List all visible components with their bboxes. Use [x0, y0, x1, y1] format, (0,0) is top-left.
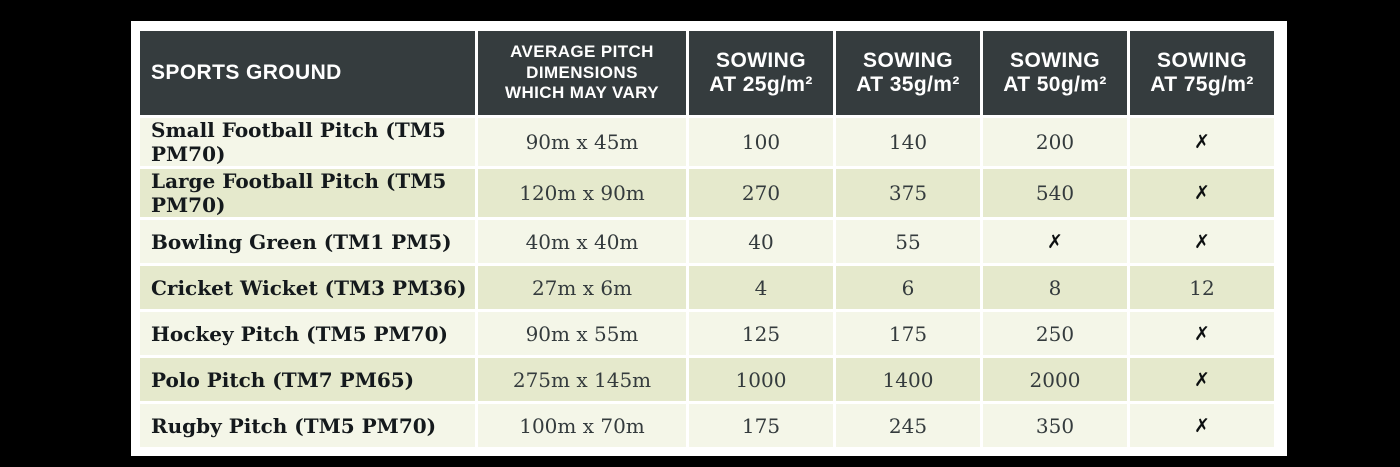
table-row: Bowling Green (TM1 PM5) 40m x 40m 40 55 …: [140, 220, 1274, 263]
cell-sowing-75: 12: [1130, 266, 1274, 309]
cell-dimensions: 100m x 70m: [478, 404, 686, 447]
cell-sowing-50: 200: [983, 118, 1127, 166]
cell-sowing-35: 375: [836, 169, 980, 217]
header-line: SOWING: [1010, 48, 1100, 72]
cell-sowing-50: 250: [983, 312, 1127, 355]
table-card: SPORTS GROUND AVERAGE PITCH DIMENSIONS W…: [131, 21, 1287, 456]
table-row: Rugby Pitch (TM5 PM70) 100m x 70m 175 24…: [140, 404, 1274, 447]
cell-ground: Bowling Green (TM1 PM5): [140, 220, 475, 263]
cell-dimensions: 90m x 45m: [478, 118, 686, 166]
cell-sowing-25: 270: [689, 169, 833, 217]
cell-sowing-75: ✗: [1130, 312, 1274, 355]
cell-dimensions: 275m x 145m: [478, 358, 686, 401]
cell-sowing-25: 1000: [689, 358, 833, 401]
cell-sowing-25: 40: [689, 220, 833, 263]
cell-sowing-50: 350: [983, 404, 1127, 447]
cell-dimensions: 27m x 6m: [478, 266, 686, 309]
cell-sowing-25: 125: [689, 312, 833, 355]
sowing-rates-table: SPORTS GROUND AVERAGE PITCH DIMENSIONS W…: [137, 28, 1277, 450]
cell-sowing-75: ✗: [1130, 358, 1274, 401]
header-sowing-35: SOWING AT 35g/m²: [836, 31, 980, 115]
header-sowing-50: SOWING AT 50g/m²: [983, 31, 1127, 115]
header-line: SOWING: [863, 48, 953, 72]
header-line: WHICH MAY VARY: [505, 83, 659, 103]
cell-ground: Rugby Pitch (TM5 PM70): [140, 404, 475, 447]
cell-sowing-35: 175: [836, 312, 980, 355]
cell-sowing-50: 540: [983, 169, 1127, 217]
cell-dimensions: 120m x 90m: [478, 169, 686, 217]
cell-sowing-75: ✗: [1130, 404, 1274, 447]
cell-ground: Polo Pitch (TM7 PM65): [140, 358, 475, 401]
cell-ground: Large Football Pitch (TM5 PM70): [140, 169, 475, 217]
cell-sowing-25: 100: [689, 118, 833, 166]
cell-dimensions: 40m x 40m: [478, 220, 686, 263]
cell-sowing-35: 55: [836, 220, 980, 263]
table-row: Polo Pitch (TM7 PM65) 275m x 145m 1000 1…: [140, 358, 1274, 401]
cell-ground: Hockey Pitch (TM5 PM70): [140, 312, 475, 355]
table-row: Large Football Pitch (TM5 PM70) 120m x 9…: [140, 169, 1274, 217]
cell-sowing-35: 1400: [836, 358, 980, 401]
header-row: SPORTS GROUND AVERAGE PITCH DIMENSIONS W…: [140, 31, 1274, 115]
table-row: Cricket Wicket (TM3 PM36) 27m x 6m 4 6 8…: [140, 266, 1274, 309]
header-sowing-75: SOWING AT 75g/m²: [1130, 31, 1274, 115]
table-header: SPORTS GROUND AVERAGE PITCH DIMENSIONS W…: [140, 31, 1274, 115]
table-body: Small Football Pitch (TM5 PM70) 90m x 45…: [140, 118, 1274, 447]
table-row: Hockey Pitch (TM5 PM70) 90m x 55m 125 17…: [140, 312, 1274, 355]
cell-sowing-35: 245: [836, 404, 980, 447]
header-pitch-dimensions: AVERAGE PITCH DIMENSIONS WHICH MAY VARY: [478, 31, 686, 115]
header-line: AT 35g/m²: [856, 73, 960, 96]
header-sowing-25: SOWING AT 25g/m²: [689, 31, 833, 115]
cell-sowing-75: ✗: [1130, 220, 1274, 263]
header-line: AVERAGE PITCH: [510, 41, 654, 61]
cell-sowing-25: 175: [689, 404, 833, 447]
cell-sowing-35: 6: [836, 266, 980, 309]
cell-sowing-50: ✗: [983, 220, 1127, 263]
cell-sowing-50: 2000: [983, 358, 1127, 401]
cell-sowing-35: 140: [836, 118, 980, 166]
header-line: DIMENSIONS: [526, 62, 638, 82]
cell-dimensions: 90m x 55m: [478, 312, 686, 355]
table-row: Small Football Pitch (TM5 PM70) 90m x 45…: [140, 118, 1274, 166]
cell-sowing-50: 8: [983, 266, 1127, 309]
cell-ground: Cricket Wicket (TM3 PM36): [140, 266, 475, 309]
cell-sowing-75: ✗: [1130, 118, 1274, 166]
header-line: SOWING: [716, 48, 806, 72]
cell-sowing-25: 4: [689, 266, 833, 309]
cell-ground: Small Football Pitch (TM5 PM70): [140, 118, 475, 166]
header-sports-ground: SPORTS GROUND: [140, 31, 475, 115]
header-line: AT 25g/m²: [709, 73, 813, 96]
cell-sowing-75: ✗: [1130, 169, 1274, 217]
header-line: AT 50g/m²: [1003, 73, 1107, 96]
header-line: AT 75g/m²: [1150, 73, 1254, 96]
header-line: SOWING: [1157, 48, 1247, 72]
